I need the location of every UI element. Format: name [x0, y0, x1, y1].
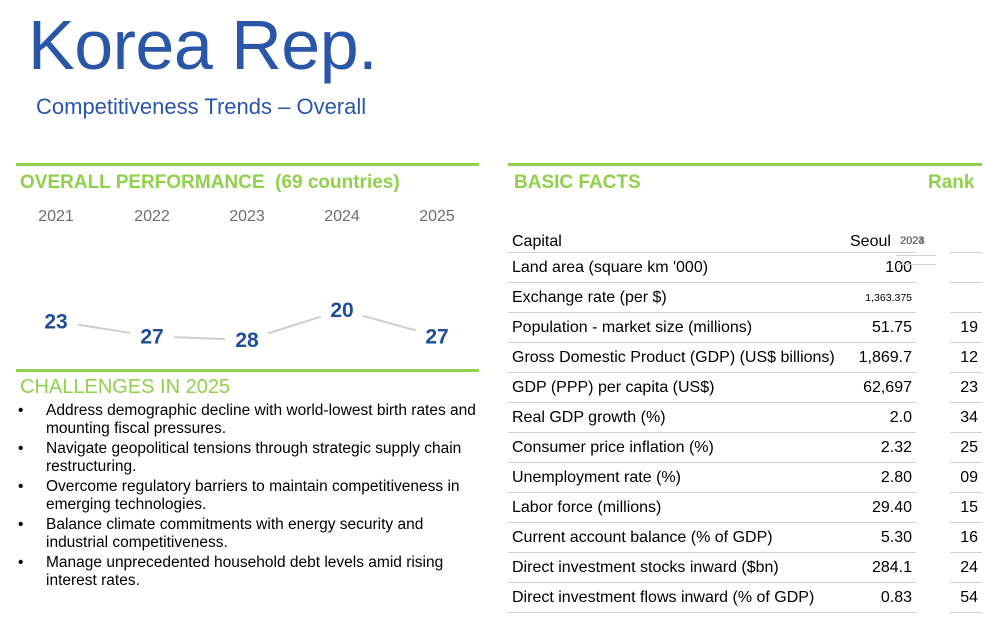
challenge-text: Address demographic decline with world-l… — [46, 402, 476, 437]
fact-value: 5.30 — [846, 522, 916, 553]
fact-label: Unemployment rate (%) — [508, 462, 846, 493]
table-row: GDP (PPP) per capita (US$) 62,697 2024 2… — [508, 235, 982, 403]
fact-label: Exchange rate (per $) — [508, 282, 846, 313]
fact-value: 284.1 — [846, 552, 916, 583]
challenge-text: Overcome regulatory barriers to maintain… — [46, 478, 460, 513]
overall-top-rule — [16, 163, 479, 166]
fact-rank: 12 — [950, 342, 982, 373]
fact-rank: 19 — [950, 312, 982, 343]
year-label: 2022 — [134, 208, 170, 225]
basic-facts-top-rule — [508, 163, 982, 166]
rank-data-label: 28 — [235, 329, 259, 352]
fact-rank — [950, 252, 982, 283]
year-label: 2021 — [38, 208, 74, 225]
fact-year: 2023 — [896, 232, 936, 265]
fact-rank: 34 — [950, 402, 982, 433]
fact-rank — [950, 282, 982, 313]
rank-data-label: 27 — [140, 325, 163, 348]
trend-line-segment — [362, 314, 417, 332]
fact-rank — [950, 232, 982, 253]
page-title: Korea Rep. — [28, 6, 378, 84]
bullet-icon: • — [18, 440, 24, 457]
fact-label: Population - market size (millions) — [508, 312, 846, 343]
fact-label: Real GDP growth (%) — [508, 402, 846, 433]
year-label: 2024 — [324, 208, 360, 225]
fact-value: 1,869.7 — [846, 342, 916, 373]
fact-label: Consumer price inflation (%) — [508, 432, 846, 463]
table-row: Population - market size (millions) 51.7… — [508, 235, 982, 343]
trend-line-segment — [267, 315, 322, 335]
fact-value: 29.40 — [846, 492, 916, 523]
overall-performance-heading: OVERALL PERFORMANCE (69 countries) — [20, 172, 400, 193]
fact-label: Land area (square km '000) — [508, 252, 846, 283]
fact-value: 51.75 — [846, 312, 916, 343]
challenge-text: Manage unprecedented household debt leve… — [46, 554, 444, 589]
fact-value: 0.83 — [846, 582, 916, 613]
table-row: Unemployment rate (%) 2.80 2024 09 — [508, 235, 982, 493]
fact-rank: 25 — [950, 432, 982, 463]
year-label: 2023 — [229, 208, 265, 225]
bullet-icon: • — [18, 478, 24, 495]
fact-value: 62,697 — [846, 372, 916, 403]
fact-value: Seoul — [846, 232, 916, 253]
challenge-text: Balance climate commitments with energy … — [46, 516, 424, 551]
year-label: 2025 — [419, 208, 455, 225]
trend-line-segment — [173, 336, 226, 341]
challenges-top-rule — [16, 369, 479, 372]
fact-rank: 15 — [950, 492, 982, 523]
table-row: Gross Domestic Product (GDP) (US$ billio… — [508, 235, 982, 373]
bullet-icon: • — [18, 516, 24, 533]
fact-label: Gross Domestic Product (GDP) (US$ billio… — [508, 342, 846, 373]
table-row: Capital Seoul — [508, 232, 982, 256]
table-row: Land area (square km '000) 100 2024 — [508, 235, 982, 283]
table-row: Labor force (millions) 29.40 2024 15 — [508, 235, 982, 523]
table-row: Real GDP growth (%) 2.0 2024 34 — [508, 235, 982, 433]
fact-year — [896, 232, 936, 256]
page-subtitle: Competitiveness Trends – Overall — [36, 94, 367, 119]
challenge-text: Navigate geopolitical tensions through s… — [46, 440, 462, 475]
fact-rank: 54 — [950, 582, 982, 613]
table-row: Consumer price inflation (%) 2.32 2024 2… — [508, 235, 982, 463]
challenges-list: • Address demographic decline with world-… — [18, 402, 488, 592]
fact-value: 2.80 — [846, 462, 916, 493]
challenge-item: • Manage unprecedented household debt lev… — [18, 554, 488, 590]
fact-label: Current account balance (% of GDP) — [508, 522, 846, 553]
fact-label: Labor force (millions) — [508, 492, 846, 523]
fact-value: 2.32 — [846, 432, 916, 463]
challenge-item: • Overcome regulatory barriers to maintai… — [18, 478, 488, 514]
bullet-icon: • — [18, 402, 24, 419]
overall-rank-trend-chart: 23 27 28 20 27 — [44, 299, 448, 352]
fact-value: 100 — [846, 252, 916, 283]
challenge-item: • Navigate geopolitical tensions through … — [18, 440, 488, 476]
table-row: Exchange rate (per $) 1,363.375 2024 — [508, 235, 982, 313]
fact-rank: 23 — [950, 372, 982, 403]
fact-rank: 09 — [950, 462, 982, 493]
rank-data-label: 20 — [330, 299, 353, 322]
fact-rank: 24 — [950, 552, 982, 583]
fact-label: Direct investment stocks inward ($bn) — [508, 552, 846, 583]
table-row: Direct investment stocks inward ($bn) 28… — [508, 235, 982, 583]
rank-data-label: 23 — [44, 310, 67, 333]
basic-facts-heading: BASIC FACTS — [514, 172, 641, 193]
fact-label: Direct investment flows inward (% of GDP… — [508, 582, 846, 613]
challenges-heading: CHALLENGES IN 2025 — [20, 376, 231, 398]
fact-rank: 16 — [950, 522, 982, 553]
challenge-item: • Address demographic decline with world-… — [18, 402, 488, 438]
rank-data-label: 27 — [425, 325, 448, 348]
basic-facts-table: Capital Seoul Land area (square km '000)… — [508, 232, 982, 613]
fact-value: 1,363.375 — [846, 282, 916, 313]
rank-heading: Rank — [928, 172, 975, 193]
fact-label: Capital — [508, 232, 846, 253]
challenge-item: • Balance climate commitments with energy… — [18, 516, 488, 552]
bullet-icon: • — [18, 554, 24, 571]
table-row: Direct investment flows inward (% of GDP… — [508, 235, 982, 613]
fact-value: 2.0 — [846, 402, 916, 433]
trend-line-segment — [77, 323, 131, 334]
table-row: Current account balance (% of GDP) 5.30 … — [508, 235, 982, 553]
fact-label: GDP (PPP) per capita (US$) — [508, 372, 846, 403]
